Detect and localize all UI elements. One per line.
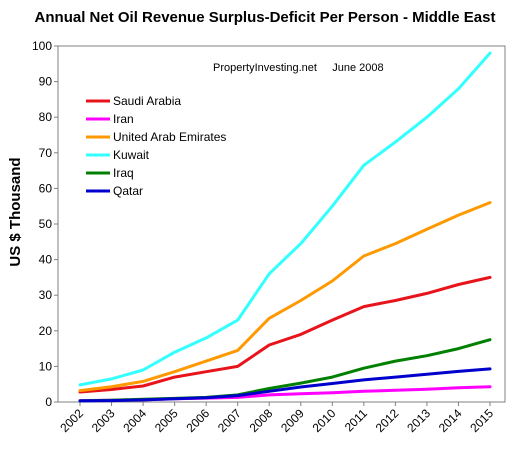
x-tick-label: 2009 [278,406,307,435]
x-tick-label: 2002 [57,406,86,435]
y-tick-label: 30 [39,288,53,302]
y-tick-label: 100 [32,39,52,53]
y-axis-label: US $ Thousand [7,157,24,266]
legend-label-qatar: Qatar [113,184,143,198]
x-tick-label: 2005 [152,406,181,435]
source-annotation: PropertyInvesting.net June 2008 [213,62,384,74]
x-tick-label: 2015 [467,406,496,435]
x-tick-label: 2011 [342,406,370,434]
y-tick-label: 50 [39,217,53,231]
series-line-qatar [78,367,492,403]
y-tick-label: 20 [39,324,53,338]
series-line-kuwait [78,51,492,387]
legend-label-kuwait: Kuwait [113,148,150,162]
y-tick-label: 40 [39,253,53,267]
x-tick-label: 2004 [120,406,149,435]
y-tick-label: 10 [39,359,53,373]
y-axis: 0 10 20 30 40 50 60 70 80 90 100 [32,39,58,409]
plot-area [57,45,506,403]
y-tick-label: 70 [39,146,53,160]
legend: Saudi Arabia Iran United Arab Emirates Kuwa… [86,94,226,198]
x-tick-label: 2014 [436,406,465,435]
x-tick-label: 2006 [183,406,212,435]
series-line-united-arab-emirates [78,201,492,393]
x-tick-label: 2013 [404,406,433,435]
x-tick-label: 2007 [215,406,244,435]
y-tick-label: 60 [39,181,53,195]
chart-title: Annual Net Oil Revenue Surplus-Deficit P… [35,9,496,26]
x-tick-label: 2008 [247,406,276,435]
y-tick-label: 80 [39,110,53,124]
x-tick-label: 2012 [373,406,402,435]
series-lines [78,51,492,403]
legend-label-saudi-arabia: Saudi Arabia [113,94,181,108]
x-tick-label: 2003 [89,406,118,435]
legend-label-united-arab-emirates: United Arab Emirates [113,130,226,144]
series-line-saudi-arabia [78,275,492,394]
x-tick-label: 2010 [310,406,339,435]
y-tick-label: 90 [39,75,53,89]
x-axis: 2002 2003 2004 2005 2006 2007 2008 2009 2010 2011… [57,402,496,435]
y-tick-label: 0 [45,395,52,409]
legend-label-iran: Iran [113,112,134,126]
legend-label-iraq: Iraq [113,166,134,180]
